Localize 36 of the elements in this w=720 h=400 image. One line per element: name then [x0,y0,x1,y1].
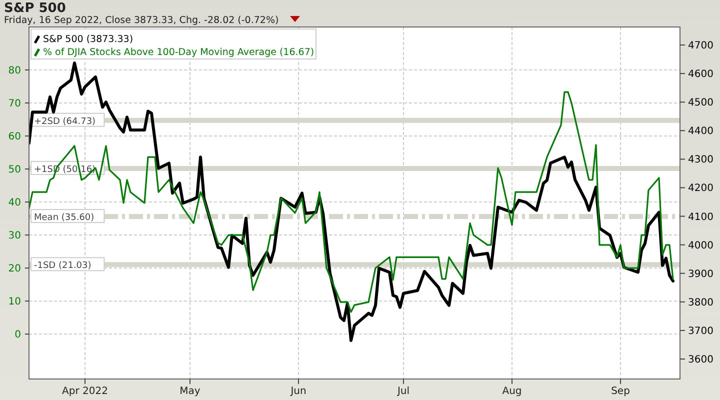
y2-tick-label: 4300 [688,154,714,166]
y-tick-label: 80 [8,65,21,76]
ref-line-label: +2SD (64.73) [34,116,96,127]
y2-tick-label: 4700 [688,40,714,52]
y-tick-label: 70 [8,98,21,110]
y-tick-label: 60 [8,131,21,142]
legend-label: S&P 500 (3873.33) [43,34,134,45]
ref-line-label: Mean (35.60) [34,213,94,224]
y2-tick-label: 3700 [688,326,714,337]
y-tick-label: 10 [8,296,21,308]
x-tick-label: Jun [290,386,306,397]
x-tick-label: Jul [396,386,410,397]
y-tick-label: 30 [8,230,21,242]
legend-label: % of DJIA Stocks Above 100-Day Moving Average (16.67) [43,47,314,58]
y2-tick-label: 3600 [688,354,714,366]
y-tick-label: 0 [14,330,21,341]
y2-tick-label: 4100 [688,212,714,223]
y-tick-label: 40 [8,198,21,209]
x-tick-label: May [180,386,200,397]
x-tick-label: Sep [611,386,630,397]
y2-tick-label: 4600 [688,69,714,80]
y2-tick-label: 4400 [688,126,714,138]
y2-tick-label: 3800 [688,297,714,308]
y2-tick-label: 3900 [688,268,714,280]
line-series [29,61,674,342]
y2-tick-label: 4000 [688,240,714,252]
line-series [29,91,674,313]
y2-tick-label: 4500 [688,98,714,109]
x-tick-label: Apr 2022 [62,386,108,397]
ref-line-label: -1SD (21.03) [34,261,92,272]
y-tick-label: 50 [8,164,21,176]
chart-title: S&P 500 [4,1,66,16]
y-tick-label: 20 [8,264,21,275]
x-tick-label: Aug [502,386,522,397]
chart-subtitle: Friday, 16 Sep 2022, Close 3873.33, Chg. -28.02 (-0.72%) [4,15,279,26]
y2-tick-label: 4200 [688,183,714,194]
